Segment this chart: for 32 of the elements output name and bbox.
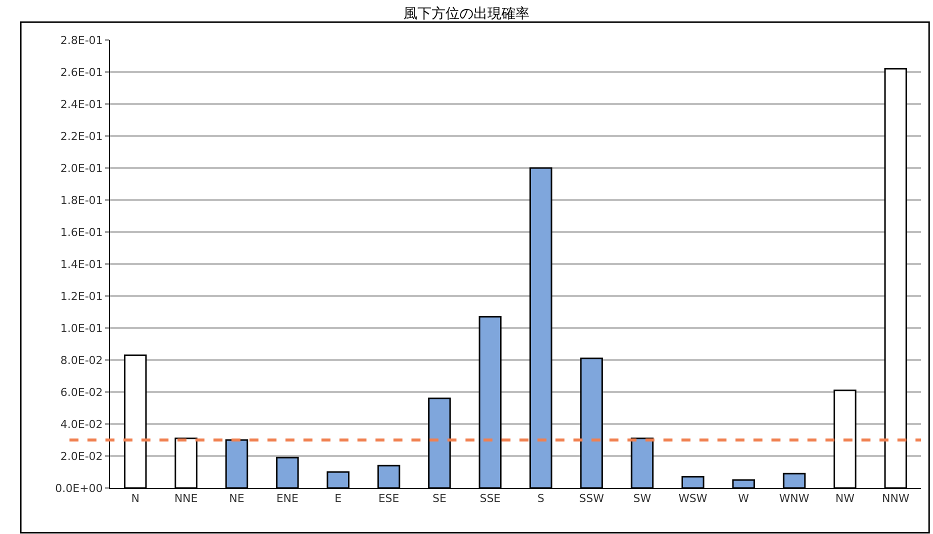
- x-tick-label: NNW: [882, 492, 910, 506]
- y-tick-label: 4.0E-02: [60, 418, 103, 431]
- y-tick-label: 1.8E-01: [60, 194, 103, 207]
- y-tick-label: 6.0E-02: [60, 386, 103, 399]
- chart-title: 風下方位の出現確率: [404, 6, 530, 22]
- y-tick-label: 1.2E-01: [60, 290, 103, 303]
- x-tick-label: SSW: [579, 492, 604, 506]
- x-tick-label: SW: [633, 492, 652, 506]
- y-tick-label: 8.0E-02: [60, 354, 103, 367]
- x-tick-label: S: [537, 492, 544, 506]
- y-tick-label: 2.0E-02: [60, 450, 103, 463]
- x-tick-label: ESE: [378, 492, 400, 506]
- y-tick-label: 1.4E-01: [60, 258, 103, 271]
- y-tick-label: 2.6E-01: [60, 66, 103, 79]
- x-tick-label: ENE: [276, 492, 299, 506]
- x-tick-label: N: [131, 492, 140, 506]
- x-tick-label: WNW: [779, 492, 810, 506]
- y-tick-label: 0.0E+00: [55, 482, 103, 495]
- x-tick-label: NW: [835, 492, 855, 506]
- y-tick-label: 2.8E-01: [60, 34, 103, 47]
- x-tick-label: NNE: [174, 492, 198, 506]
- y-tick-label: 2.2E-01: [60, 130, 103, 143]
- y-tick-label: 1.6E-01: [60, 226, 103, 239]
- x-tick-label: W: [738, 492, 750, 506]
- x-tick-label: SE: [432, 492, 446, 506]
- x-tick-label: SSE: [480, 492, 501, 506]
- y-tick-label: 1.0E-01: [60, 322, 103, 335]
- y-tick-label: 2.4E-01: [60, 98, 103, 111]
- x-tick-label: WSW: [678, 492, 708, 506]
- y-tick-label: 2.0E-01: [60, 162, 103, 175]
- x-tick-label: E: [334, 492, 342, 506]
- x-tick-label: NE: [229, 492, 244, 506]
